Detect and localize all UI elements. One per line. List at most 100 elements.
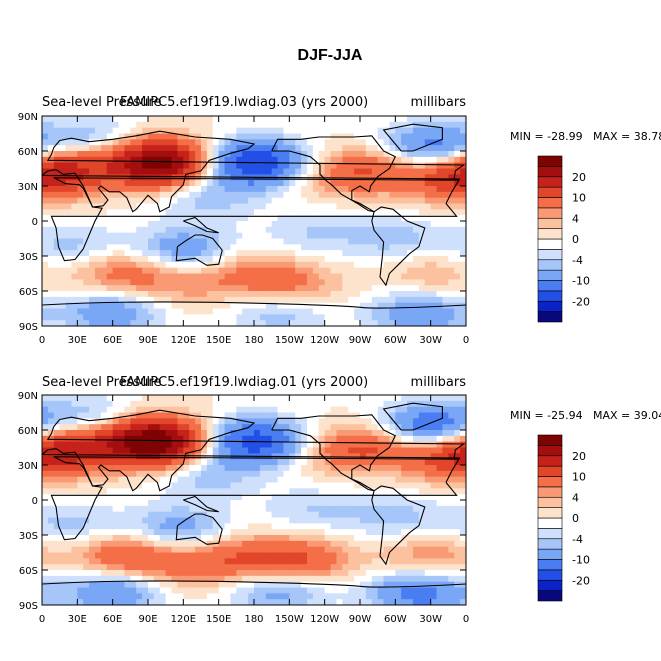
- field-cell: [83, 547, 89, 553]
- field-cell: [160, 593, 166, 599]
- field-cell: [71, 500, 77, 506]
- field-cell: [419, 139, 425, 145]
- field-cell: [236, 262, 242, 268]
- field-cell: [342, 500, 348, 506]
- field-cell: [360, 116, 366, 122]
- field-cell: [66, 151, 72, 157]
- field-cell: [66, 541, 72, 547]
- field-cell: [42, 274, 48, 280]
- field-cell: [119, 401, 125, 407]
- field-cell: [448, 285, 454, 291]
- field-cell: [301, 570, 307, 576]
- panel-top-units: millibars: [411, 95, 467, 110]
- field-cell: [272, 407, 278, 413]
- field-cell: [260, 233, 266, 239]
- field-cell: [89, 209, 95, 215]
- field-cell: [66, 488, 72, 494]
- field-cell: [124, 453, 130, 459]
- field-cell: [413, 250, 419, 256]
- field-cell: [319, 512, 325, 518]
- field-cell: [348, 157, 354, 163]
- field-cell: [119, 430, 125, 436]
- field-cell: [366, 256, 372, 262]
- field-cell: [354, 558, 360, 564]
- field-cell: [207, 180, 213, 186]
- field-cell: [384, 576, 390, 582]
- field-cell: [148, 453, 154, 459]
- field-cell: [130, 274, 136, 280]
- field-cell: [278, 576, 284, 582]
- field-cell: [295, 593, 301, 599]
- field-cell: [454, 192, 460, 198]
- field-cell: [413, 209, 419, 215]
- field-cell: [331, 483, 337, 489]
- field-cell: [384, 436, 390, 442]
- field-cell: [42, 239, 48, 245]
- field-cell: [195, 395, 201, 401]
- field-cell: [331, 157, 337, 163]
- field-cell: [242, 570, 248, 576]
- field-cell: [148, 512, 154, 518]
- field-cell: [348, 436, 354, 442]
- field-cell: [77, 239, 83, 245]
- field-cell: [95, 192, 101, 198]
- field-cell: [201, 180, 207, 186]
- field-cell: [278, 535, 284, 541]
- field-cell: [77, 233, 83, 239]
- field-cell: [307, 239, 313, 245]
- field-cell: [342, 518, 348, 524]
- field-cell: [360, 268, 366, 274]
- field-cell: [166, 291, 172, 297]
- field-cell: [113, 430, 119, 436]
- panel-top-subtitle-case: FAMIPC5.ef19f19.lwdiag.03 (yrs 2000): [120, 95, 368, 110]
- field-cell: [154, 139, 160, 145]
- field-cell: [278, 262, 284, 268]
- field-cell: [172, 418, 178, 424]
- field-cell: [307, 186, 313, 192]
- field-cell: [289, 570, 295, 576]
- field-cell: [360, 448, 366, 454]
- field-cell: [95, 198, 101, 204]
- field-cell: [113, 221, 119, 227]
- field-cell: [142, 535, 148, 541]
- field-cell: [336, 262, 342, 268]
- field-cell: [77, 506, 83, 512]
- field-cell: [342, 285, 348, 291]
- field-cell: [124, 169, 130, 175]
- field-cell: [130, 500, 136, 506]
- field-cell: [366, 145, 372, 151]
- field-cell: [289, 122, 295, 128]
- field-cell: [254, 535, 260, 541]
- field-cell: [366, 477, 372, 483]
- field-cell: [325, 535, 331, 541]
- field-cell: [307, 541, 313, 547]
- field-cell: [319, 279, 325, 285]
- field-cell: [113, 453, 119, 459]
- field-cell: [325, 465, 331, 471]
- colorbar-swatch: [538, 177, 562, 187]
- field-cell: [48, 547, 54, 553]
- field-cell: [119, 279, 125, 285]
- field-cell: [213, 430, 219, 436]
- field-cell: [71, 233, 77, 239]
- panel-top-map: [0, 116, 467, 327]
- field-cell: [154, 303, 160, 309]
- field-cell: [71, 488, 77, 494]
- field-cell: [389, 518, 395, 524]
- field-cell: [48, 209, 54, 215]
- field-cell: [101, 163, 107, 169]
- field-cell: [119, 244, 125, 250]
- field-cell: [136, 239, 142, 245]
- field-cell: [136, 309, 142, 315]
- field-cell: [366, 157, 372, 163]
- field-cell: [407, 291, 413, 297]
- field-cell: [66, 430, 72, 436]
- field-cell: [154, 459, 160, 465]
- field-cell: [83, 204, 89, 210]
- field-cell: [360, 291, 366, 297]
- field-cell: [342, 424, 348, 430]
- field-cell: [201, 128, 207, 134]
- field-cell: [172, 488, 178, 494]
- field-cell: [66, 535, 72, 541]
- field-cell: [319, 268, 325, 274]
